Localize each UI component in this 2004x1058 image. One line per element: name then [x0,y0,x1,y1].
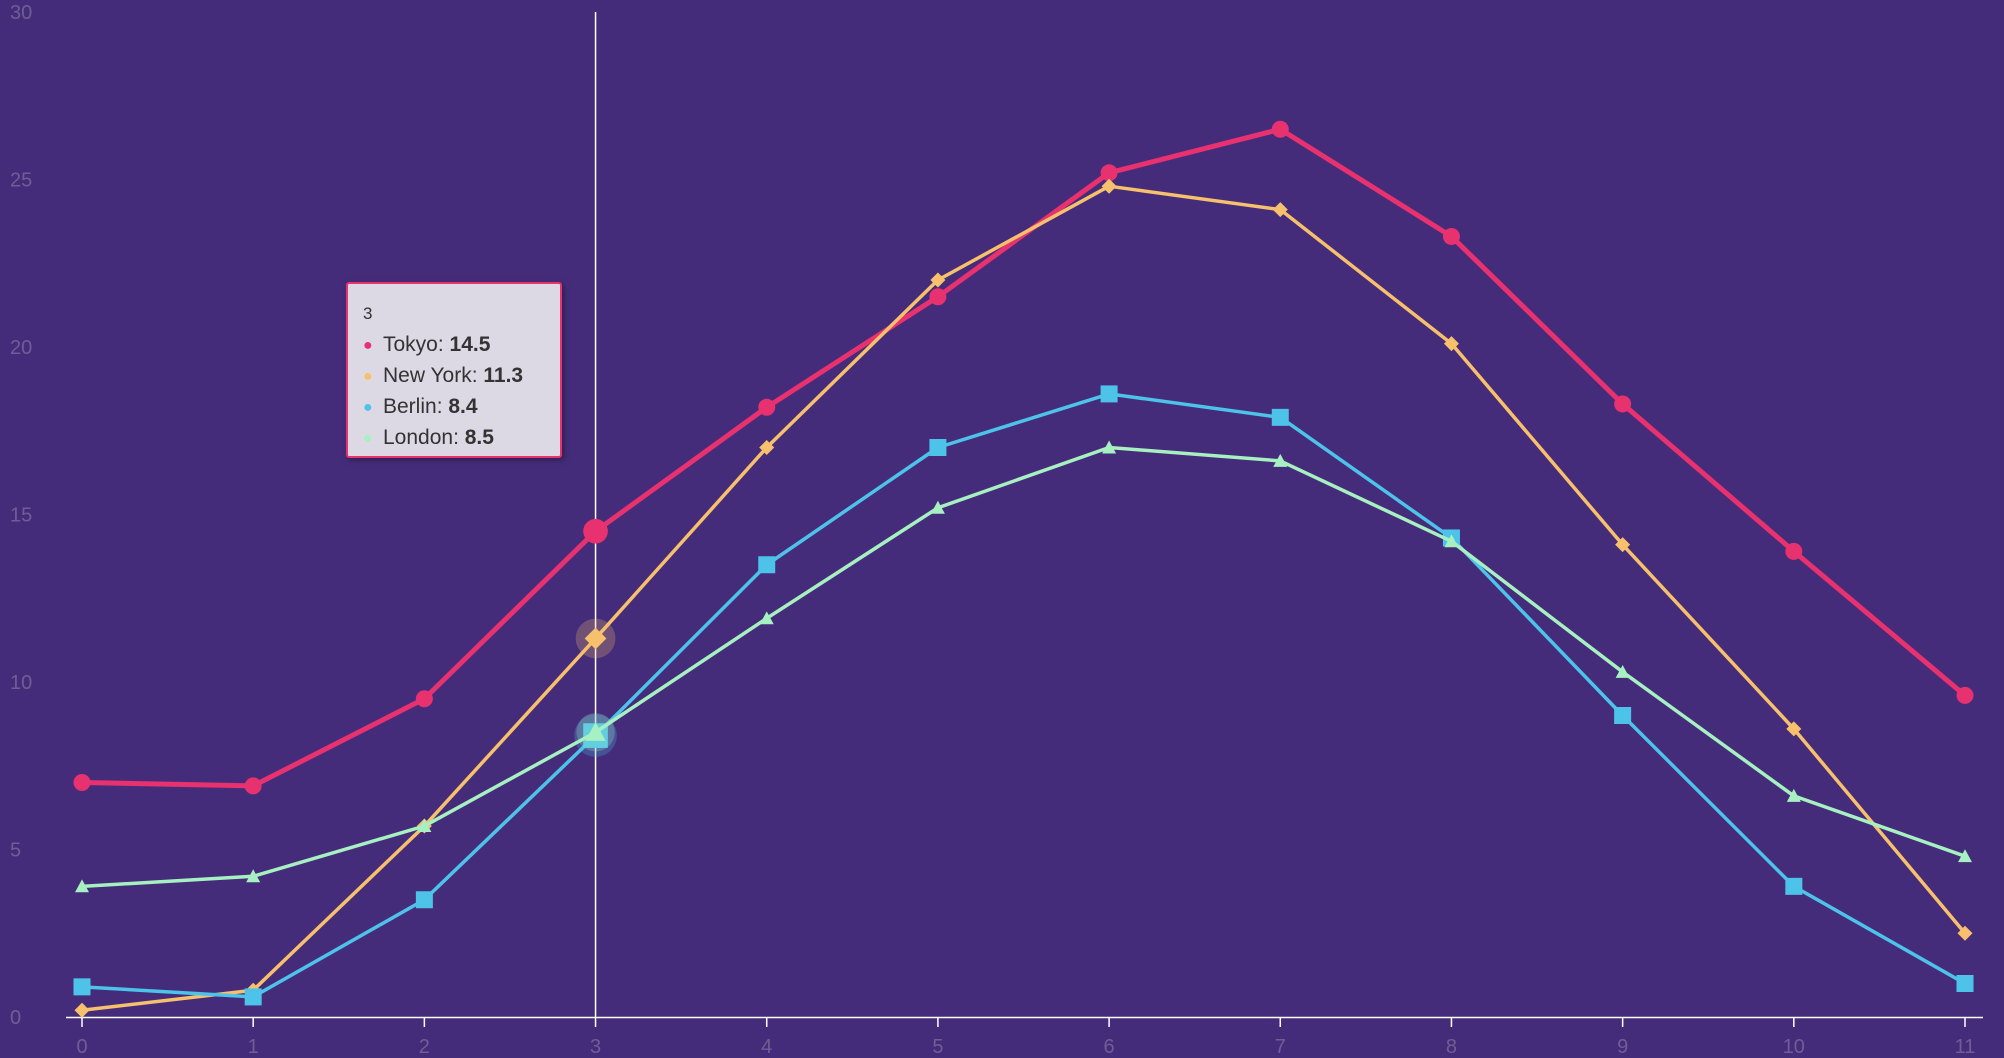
tooltip-row-berlin: ● Berlin: 8.4 [363,392,560,423]
london-point [246,869,261,883]
tooltip-row-london: ● London: 8.5 [363,423,560,454]
tooltip: 3 ● Tokyo: 14.5 ● New York: 11.3 ● Berlin: … [346,282,562,458]
x-tick-label: 11 [1955,1036,1976,1058]
x-tick-label: 10 [1783,1036,1805,1058]
new-york-point [759,440,775,455]
tooltip-label-new-york: New York: [383,364,484,387]
tokyo-point [1100,164,1118,182]
new-york-point [74,1002,90,1018]
tokyo-point [1956,686,1974,704]
tokyo-point [1271,120,1289,138]
berlin-point [244,988,262,1006]
x-tick-label: 7 [1275,1036,1286,1058]
new-york-point [1443,336,1459,352]
series-london [75,440,1972,893]
tooltip-label-berlin: Berlin: [383,395,449,418]
x-tick-label: 1 [248,1036,259,1058]
london-point [1786,788,1801,802]
x-tick-label: 4 [761,1036,772,1058]
berlin-point [1956,975,1974,992]
tokyo-point [1614,395,1632,413]
new-york-line [80,184,1967,1013]
tokyo-point [929,288,947,306]
london-point [1444,534,1459,548]
london-line [80,445,1967,889]
london-point [930,500,945,514]
tooltip-row-new-york: ● New York: 11.3 [363,361,560,392]
new-york-point [1101,178,1117,194]
tokyo-point [415,690,433,708]
tooltip-value-london: 8.5 [464,426,494,449]
berlin-point [1614,707,1632,724]
berlin-dot-icon: ● [363,399,373,416]
axes-layer: 0 1 2 3 4 5 6 7 8 9 10 11 0 5 10 15 20 25 30 [10,2,1983,1058]
tooltip-label-tokyo: Tokyo: [383,333,450,356]
new-york-point [930,272,946,288]
tokyo-point [1442,227,1460,245]
london-point [1958,849,1972,863]
x-tick-label: 2 [419,1036,430,1058]
tokyo-point [758,398,776,416]
london-point [1102,440,1117,454]
london-dot-icon: ● [363,430,373,447]
x-tick-label: 6 [1104,1036,1115,1058]
tooltip-value-berlin: 8.4 [448,395,478,418]
x-tick-label: 8 [1446,1036,1457,1058]
berlin-point [415,891,433,909]
y-tick-label: 10 [10,672,32,694]
tokyo-point [1785,542,1803,560]
berlin-point [73,978,91,996]
y-tick-label: 25 [10,170,32,192]
london-point [417,819,432,832]
london-point [585,722,606,741]
x-tick-label: 9 [1617,1036,1628,1058]
new-york-point [584,627,607,650]
x-tick-label: 5 [932,1036,943,1058]
series-layer [73,120,1974,1018]
london-point [1273,453,1288,467]
y-tick-label: 0 [10,1007,21,1029]
tokyo-point [73,774,91,791]
tokyo-point [583,518,608,544]
new-york-point [1957,925,1973,941]
tooltip-header: 3 [363,304,373,323]
london-point [759,611,774,625]
y-tick-label: 15 [10,505,32,527]
berlin-line [80,392,1967,999]
y-tick-label: 20 [10,337,32,359]
new-york-point [1272,202,1288,218]
berlin-point [1785,877,1803,895]
tooltip-label-london: London: [383,426,465,449]
new-york-point [1615,537,1631,553]
tooltip-value-tokyo: 14.5 [449,333,491,356]
tokyo-dot-icon: ● [363,337,373,354]
y-tick-label: 30 [10,2,32,24]
berlin-point [758,556,776,574]
tooltip-value-new-york: 11.3 [483,364,524,387]
tooltip-row-tokyo: ● Tokyo: 14.5 [363,330,560,361]
london-point [75,879,89,893]
y-tick-label: 5 [10,840,21,862]
berlin-point [1271,408,1289,426]
berlin-point [929,439,947,456]
x-tick-label: 0 [76,1036,87,1058]
new-york-point [1786,721,1802,737]
new-york-dot-icon: ● [363,368,373,385]
berlin-point [1100,385,1118,403]
london-point [1615,664,1630,678]
tokyo-point [244,777,262,795]
x-tick-label: 3 [590,1036,601,1058]
